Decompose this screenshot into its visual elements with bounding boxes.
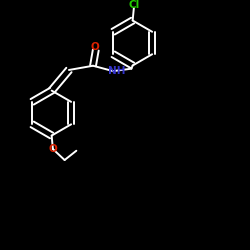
Text: Cl: Cl [129, 0, 140, 10]
Text: NH: NH [108, 66, 125, 76]
Text: O: O [91, 42, 100, 52]
Text: O: O [48, 144, 57, 154]
